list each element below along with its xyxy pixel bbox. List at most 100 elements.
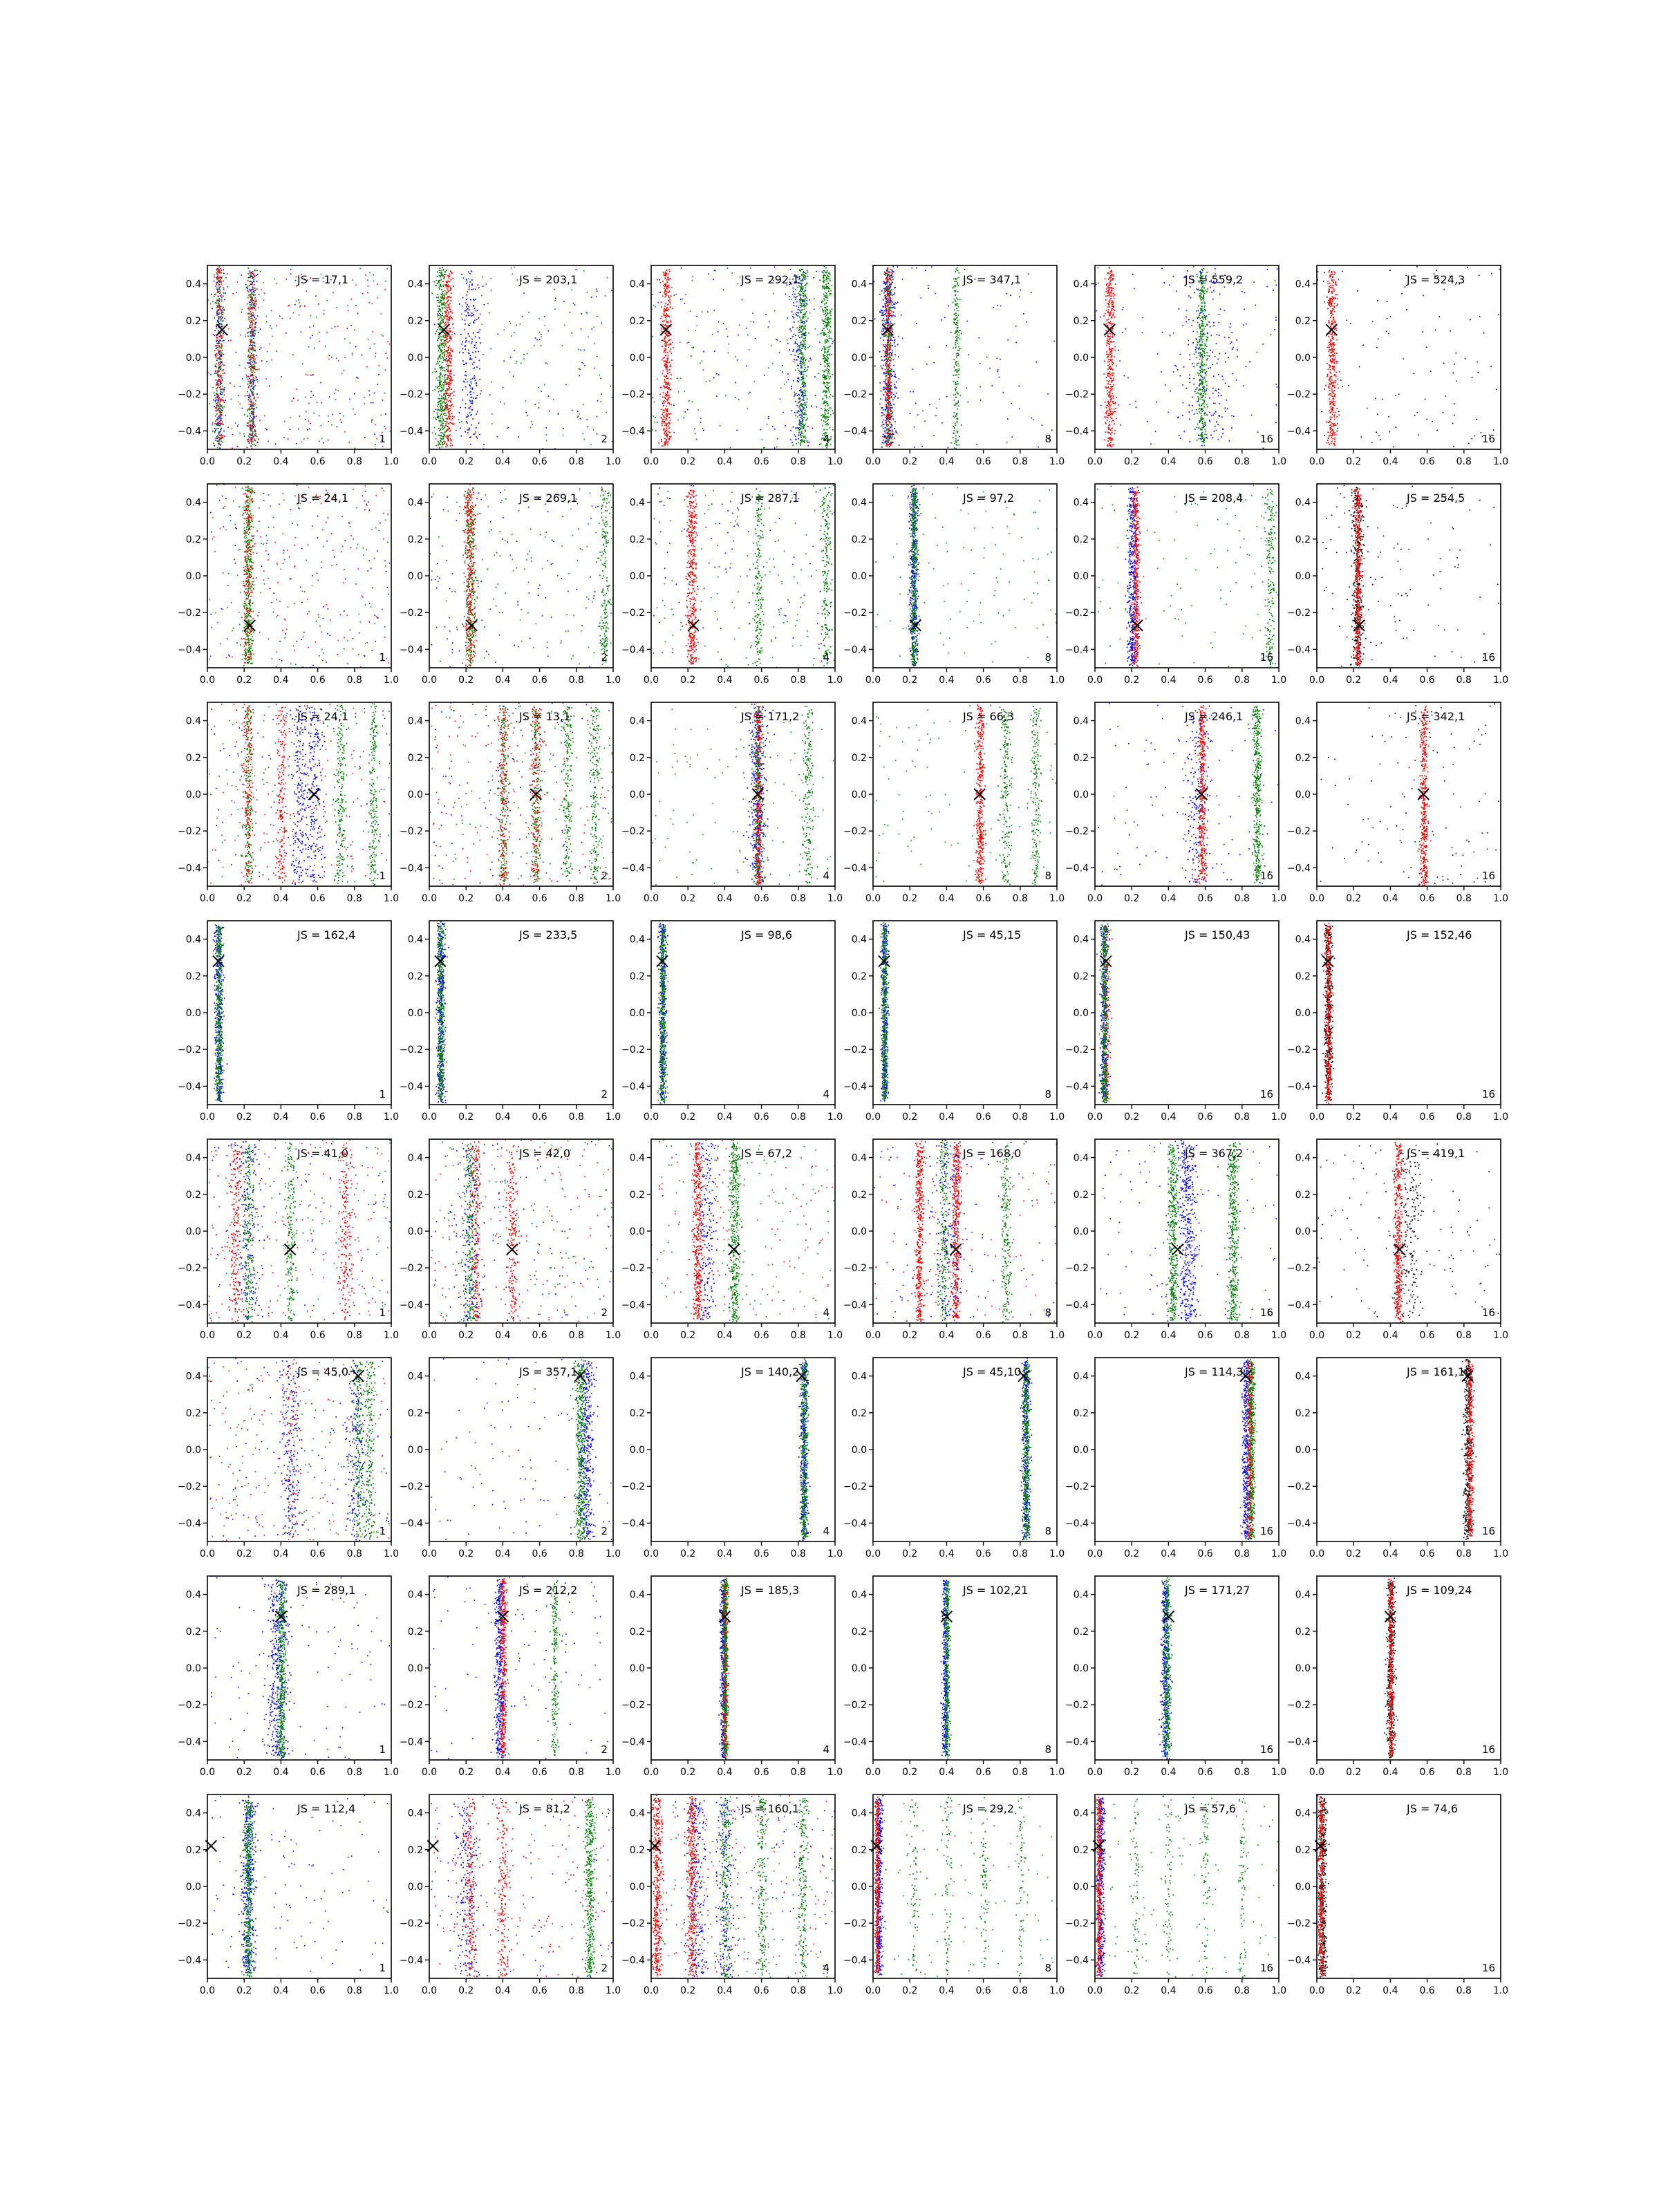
scatter-point xyxy=(826,280,828,282)
scatter-point xyxy=(470,413,472,415)
scatter-point xyxy=(461,344,463,345)
scatter-point xyxy=(444,408,447,410)
scatter-point xyxy=(250,368,252,369)
scatter-point xyxy=(803,317,805,319)
scatter-point xyxy=(249,397,250,399)
scatter-point xyxy=(789,296,790,297)
scatter-point xyxy=(234,422,236,424)
scatter-point xyxy=(885,443,888,444)
scatter-point xyxy=(250,332,252,333)
scatter-point xyxy=(805,429,807,431)
scatter-point xyxy=(825,432,826,433)
x-tick-label: 1.0 xyxy=(606,456,621,467)
scatter-point xyxy=(659,282,662,283)
scatter-point xyxy=(798,411,800,412)
scatter-point xyxy=(827,318,829,320)
scatter-point xyxy=(825,395,827,396)
scatter-point xyxy=(324,346,326,347)
scatter-point xyxy=(476,366,478,368)
scatter-point xyxy=(472,288,474,290)
scatter-point xyxy=(442,269,444,271)
scatter-point xyxy=(611,397,613,398)
scatter-point xyxy=(247,308,249,310)
scatter-point xyxy=(795,435,796,437)
scatter-point xyxy=(667,402,668,404)
scatter-point xyxy=(254,358,256,360)
scatter-point xyxy=(442,413,444,415)
scatter-point xyxy=(250,355,252,357)
scatter-point xyxy=(221,297,223,298)
scatter-point xyxy=(366,366,368,368)
scatter-point xyxy=(565,384,567,386)
scatter-point xyxy=(461,274,462,275)
scatter-point xyxy=(462,389,464,391)
scatter-point xyxy=(248,408,250,409)
scatter-point xyxy=(798,306,800,308)
scatter-point xyxy=(251,400,252,402)
scatter-point xyxy=(800,357,803,359)
scatter-point xyxy=(448,400,449,402)
scatter-point xyxy=(222,379,223,381)
scatter-point xyxy=(481,324,483,325)
x-tick-label: 0.4 xyxy=(495,456,510,467)
scatter-point xyxy=(800,298,802,300)
scatter-point xyxy=(894,375,896,377)
scatter-point xyxy=(661,439,662,440)
scatter-point xyxy=(444,405,447,406)
scatter-point xyxy=(359,268,361,270)
scatter-point xyxy=(221,309,223,311)
scatter-point xyxy=(891,315,892,317)
scatter-point xyxy=(216,382,218,384)
scatter-point xyxy=(664,341,666,343)
scatter-point xyxy=(935,292,936,294)
scatter-point xyxy=(254,345,255,347)
scatter-point xyxy=(451,444,453,446)
scatter-point xyxy=(252,411,254,412)
scatter-point xyxy=(439,385,441,386)
scatter-point xyxy=(331,424,332,426)
scatter-point xyxy=(801,301,803,303)
scatter-point xyxy=(894,354,896,356)
scatter-point xyxy=(668,386,670,388)
scatter-point xyxy=(890,299,892,300)
scatter-point xyxy=(896,303,897,304)
scatter-point xyxy=(667,444,668,446)
scatter-point xyxy=(476,427,477,429)
scatter-point xyxy=(216,307,218,308)
scatter-point xyxy=(328,358,330,360)
scatter-point xyxy=(305,373,307,375)
scatter-point xyxy=(250,379,252,381)
scatter-point xyxy=(252,419,254,421)
scatter-point xyxy=(256,415,257,417)
scatter-point xyxy=(894,303,895,306)
scatter-point xyxy=(804,403,806,405)
scatter-point xyxy=(803,316,805,317)
scatter-point xyxy=(797,356,798,357)
scatter-point xyxy=(251,364,252,366)
scatter-point xyxy=(892,371,894,373)
scatter-point xyxy=(824,435,825,437)
scatter-point xyxy=(554,288,556,290)
scatter-point xyxy=(794,341,796,343)
scatter-point xyxy=(957,353,959,354)
scatter-point xyxy=(894,287,896,288)
scatter-point xyxy=(450,393,451,395)
scatter-point xyxy=(252,366,254,368)
scatter-point xyxy=(449,418,451,420)
scatter-point xyxy=(886,316,888,317)
scatter-point xyxy=(827,313,829,315)
scatter-point xyxy=(248,270,250,272)
scatter-point xyxy=(883,430,885,432)
scatter-point xyxy=(247,285,249,287)
scatter-point xyxy=(802,418,804,420)
scatter-point xyxy=(444,351,446,353)
scatter-point xyxy=(750,268,751,269)
scatter-point xyxy=(227,427,229,428)
scatter-point xyxy=(448,413,450,414)
scatter-point xyxy=(668,291,670,293)
scatter-point xyxy=(448,318,450,319)
scatter-point xyxy=(335,357,337,359)
scatter-point xyxy=(662,339,664,341)
scatter-point xyxy=(357,312,359,315)
scatter-point xyxy=(666,276,668,279)
